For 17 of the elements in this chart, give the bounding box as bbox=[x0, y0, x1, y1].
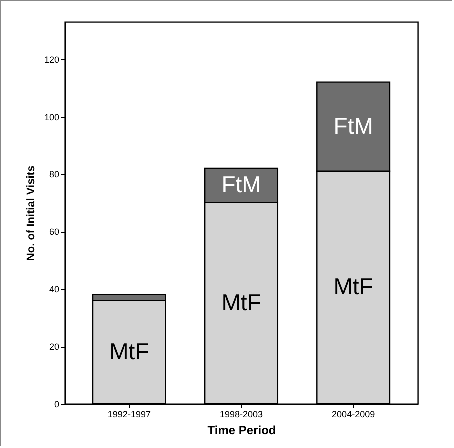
x-axis-title: Time Period bbox=[208, 424, 276, 438]
y-tick-label: 20 bbox=[49, 342, 60, 352]
y-tick-label: 60 bbox=[49, 227, 60, 238]
y-axis-title: No. of Initial Visits bbox=[25, 166, 38, 262]
y-tick-label: 0 bbox=[54, 400, 60, 410]
text: MtF bbox=[222, 289, 262, 316]
y-tick-label: 100 bbox=[44, 112, 60, 122]
y-tick-label: 120 bbox=[44, 54, 60, 65]
x-tick-label: 1992-1997 bbox=[108, 410, 151, 420]
y-tick-label: 80 bbox=[49, 170, 60, 180]
x-tick-label: 1998-2003 bbox=[220, 410, 264, 420]
text: MtF bbox=[334, 274, 374, 300]
x-tick-label: 2004-2009 bbox=[332, 410, 376, 420]
series-label: FtM bbox=[222, 172, 262, 198]
series-label: MtF bbox=[110, 338, 150, 364]
y-tick-label: 40 bbox=[49, 284, 60, 295]
text: FtM bbox=[334, 112, 374, 139]
